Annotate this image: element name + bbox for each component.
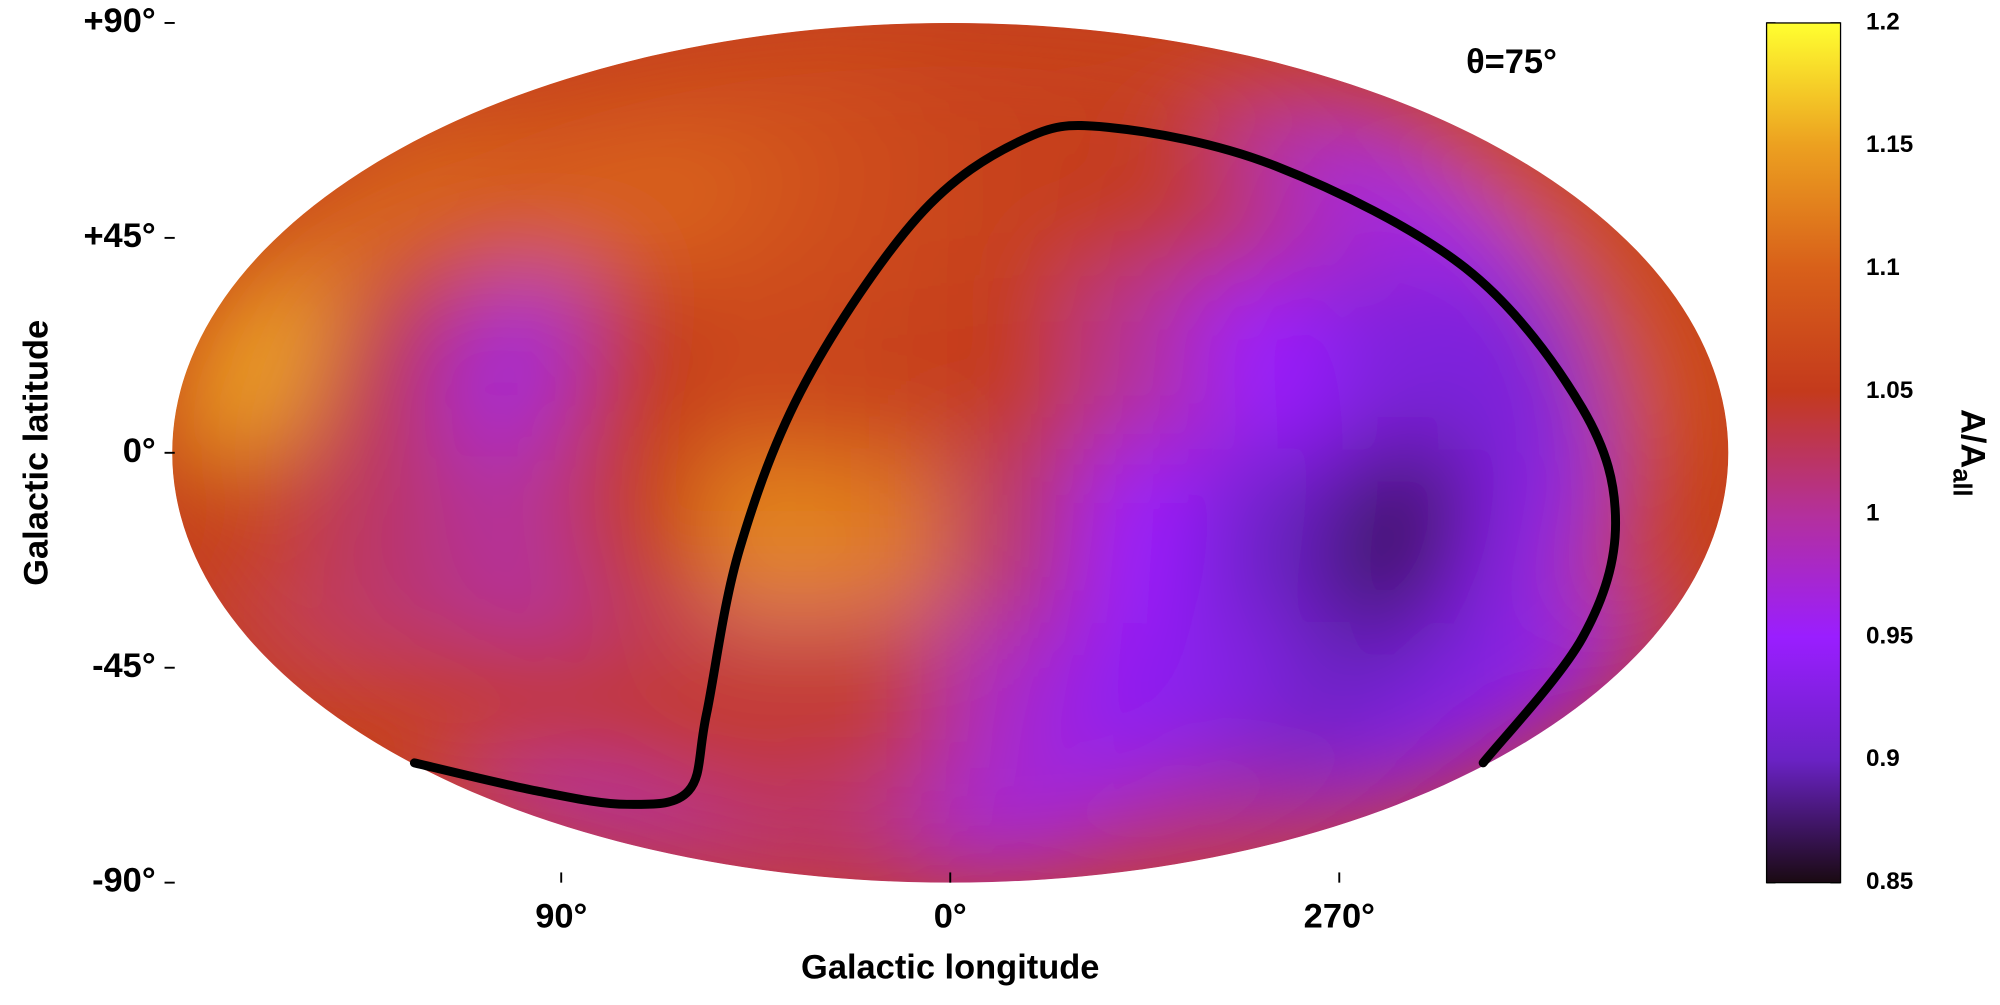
colorbar-tick-label: 1.1: [1866, 254, 1900, 281]
colorbar-tick-label: 1.2: [1866, 8, 1900, 35]
sky-cell: [816, 448, 955, 631]
overlay: +90° +45° 0° -45° -90° 90° 0° 270° 0.85 0.9 0.95 1 1…: [83, 2, 1913, 935]
x-axis-title: Galactic longitude: [801, 948, 1099, 986]
colorbar-tick-label: 0.95: [1866, 622, 1913, 649]
colorbar: [1765, 22, 1842, 884]
x-tick-label: 270°: [1304, 897, 1375, 935]
x-tick-label: 90°: [535, 897, 587, 935]
sky-cell: [946, 275, 1084, 457]
colorbar-tick-label: 1: [1866, 500, 1879, 527]
y-tick-label: +90°: [83, 2, 155, 40]
sky-cell: [816, 275, 955, 457]
sky-cell: [946, 448, 1084, 631]
y-tick-label: 0°: [123, 432, 156, 470]
theta-curve: [409, 121, 1621, 809]
annotation: θ=75°: [1466, 43, 1557, 81]
colorbar-tick-label: 1.05: [1866, 377, 1913, 404]
colorbar-title-sub: all: [1948, 468, 1976, 496]
colorbar-tick-label: 1.15: [1866, 131, 1913, 158]
y-tick-label: -45°: [92, 647, 156, 685]
sky-cell: [1064, 448, 1214, 631]
colorbar-tick-label: 0.9: [1866, 745, 1900, 772]
y-tick-label: +45°: [83, 217, 155, 255]
colorbar-tick-label: 0.85: [1866, 868, 1913, 895]
colorbar-title-main: A/A: [1954, 409, 1992, 468]
sky-cell: [946, 776, 1040, 883]
colorbar-title: A/Aall: [1948, 409, 1992, 497]
y-tick-label: -90°: [92, 862, 156, 900]
x-tick-label: 0°: [934, 897, 967, 935]
y-axis-title: Galactic latitude: [17, 320, 55, 586]
plot-root: +90° +45° 0° -45° -90° 90° 0° 270° 0.85 0.9 0.95 1 1…: [17, 2, 1991, 986]
sky-cell: [1064, 275, 1214, 457]
